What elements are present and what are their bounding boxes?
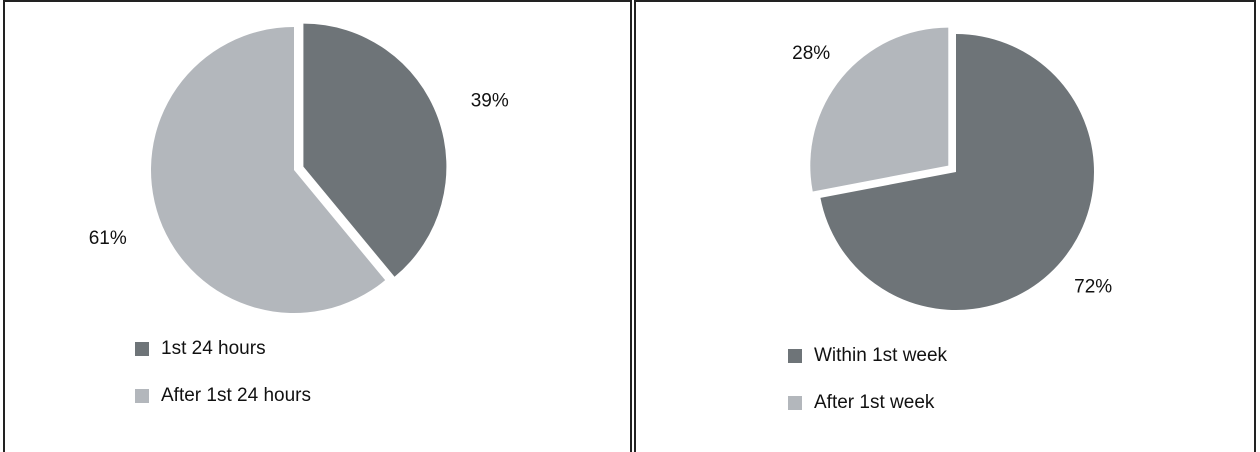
legend-label: 1st 24 hours — [161, 337, 266, 359]
pie-value-label: 28% — [792, 43, 830, 64]
legend-swatch-light — [788, 395, 802, 410]
legend-swatch-dark — [135, 341, 149, 356]
pie-value-label: 39% — [471, 91, 509, 112]
pie-slice-1st-24-hours — [303, 23, 447, 277]
pie-chart-panel-right: 72% 28% Within 1st week After 1st week — [634, 0, 1256, 452]
pie-slice-within-1st-week — [820, 34, 1094, 311]
legend-item-within-1st-week: Within 1st week — [788, 345, 947, 366]
pie-slice-after-1st-24-hours — [151, 27, 386, 313]
pie-value-label: 72% — [1074, 276, 1112, 297]
legend-swatch-dark — [788, 348, 802, 363]
legend-label: After 1st week — [814, 391, 935, 413]
legend-item-after-1st-week: After 1st week — [788, 392, 947, 413]
pie-chart-left: 39% 61% — [89, 23, 509, 313]
legend-label: After 1st 24 hours — [161, 384, 311, 406]
legend-label: Within 1st week — [814, 344, 948, 366]
legend-right: Within 1st week After 1st week — [788, 345, 947, 439]
pie-chart-right: 72% 28% — [792, 27, 1112, 311]
pie-value-label: 61% — [89, 228, 127, 249]
pie-chart-panel-left: 39% 61% 1st 24 hours After 1st 24 hours — [3, 0, 632, 452]
legend-swatch-light — [135, 388, 149, 403]
pie-slice-after-1st-week — [810, 27, 949, 192]
legend-item-after-1st-24-hours: After 1st 24 hours — [135, 385, 311, 406]
legend-left: 1st 24 hours After 1st 24 hours — [135, 338, 311, 432]
legend-item-1st-24-hours: 1st 24 hours — [135, 338, 311, 359]
